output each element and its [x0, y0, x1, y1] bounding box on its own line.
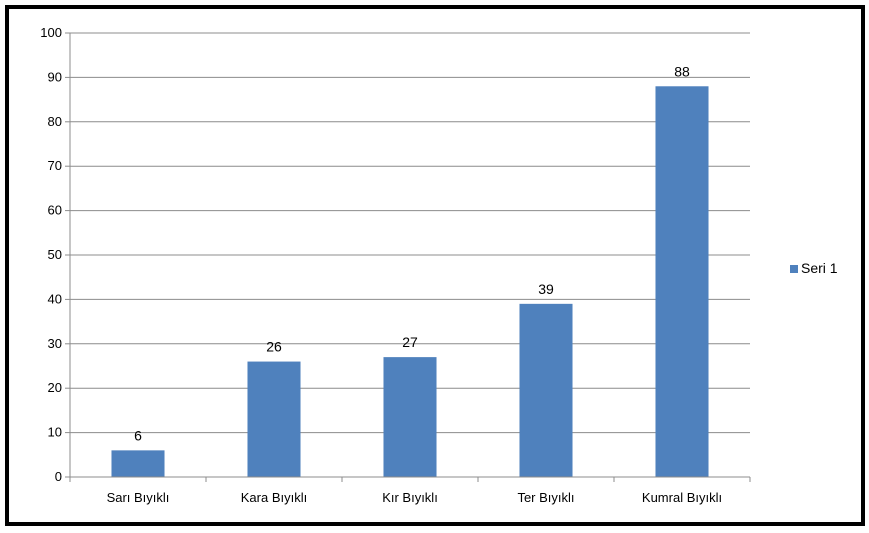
y-tick-label: 50	[48, 247, 62, 262]
bars	[111, 86, 709, 477]
y-tick-label: 40	[48, 291, 62, 306]
y-tick-label: 100	[40, 25, 62, 40]
y-tick-label: 10	[48, 425, 62, 440]
data-label: 26	[266, 339, 282, 355]
legend-swatch	[790, 265, 798, 273]
data-label: 27	[402, 334, 418, 350]
data-labels: 6 26 27 39 88	[134, 63, 690, 443]
legend: Seri 1	[790, 260, 838, 276]
y-tick-label: 30	[48, 336, 62, 351]
data-label: 39	[538, 281, 554, 297]
x-tick-label: Ter Bıyıklı	[517, 490, 574, 505]
y-tick-label: 70	[48, 158, 62, 173]
data-label: 6	[134, 427, 142, 443]
bar	[247, 361, 301, 477]
y-tick-label: 90	[48, 69, 62, 84]
x-tick-label: Sarı Bıyıklı	[107, 490, 170, 505]
y-tick-label: 60	[48, 203, 62, 218]
x-tick-label: Kır Bıyıklı	[382, 490, 438, 505]
x-tick-label: Kumral Bıyıklı	[642, 490, 722, 505]
bar	[383, 357, 437, 477]
bar	[655, 86, 709, 477]
y-tick-label: 80	[48, 114, 62, 129]
y-axis: 0 10 20 30 40 50 60 70 80 90 100	[40, 25, 71, 484]
y-tick-label: 20	[48, 380, 62, 395]
data-label: 88	[674, 63, 690, 79]
y-tick-label: 0	[55, 469, 62, 484]
x-axis: Sarı Bıyıklı Kara Bıyıklı Kır Bıyıklı Ter B…	[69, 476, 751, 505]
bar	[519, 303, 573, 477]
x-tick-label: Kara Bıyıklı	[241, 490, 307, 505]
legend-label: Seri 1	[801, 260, 838, 276]
bar	[111, 450, 165, 477]
